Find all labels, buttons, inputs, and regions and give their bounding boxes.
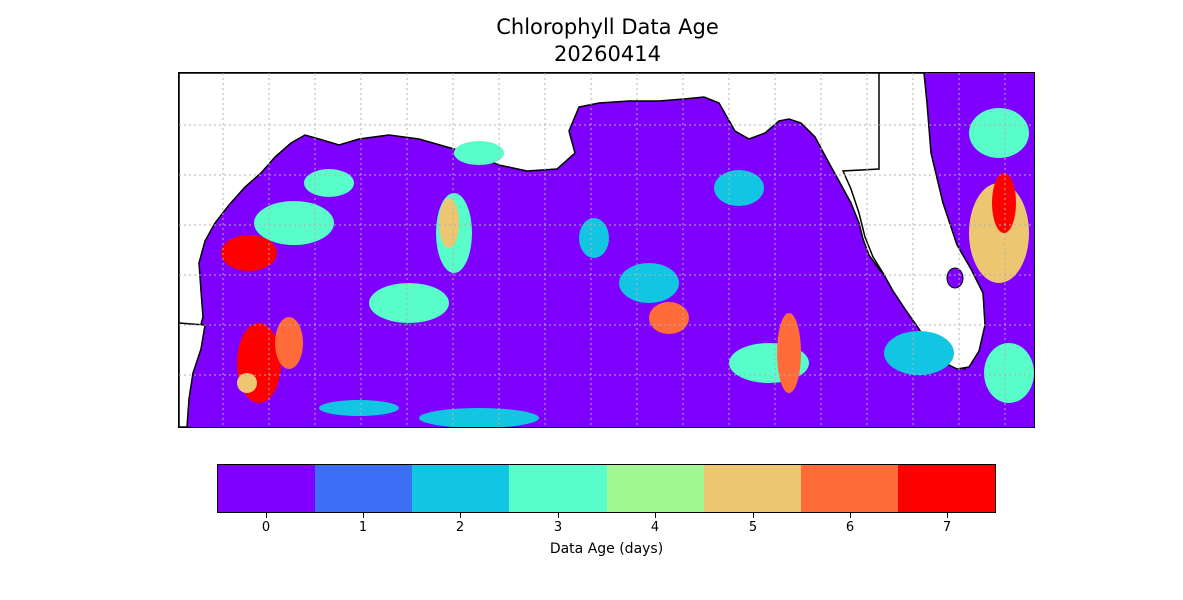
colorbar-tick-mark <box>460 513 461 518</box>
colorbar-tick-label: 6 <box>845 520 855 535</box>
colorbar <box>217 464 996 513</box>
colorbar-tick-label: 4 <box>650 520 660 535</box>
colorbar-segment-6 <box>800 465 898 512</box>
title-line-1: Chlorophyll Data Age <box>496 15 719 39</box>
title-line-2: 20260414 <box>554 42 661 66</box>
colorbar-tick-mark <box>655 513 656 518</box>
colorbar-tick-mark <box>753 513 754 518</box>
colorbar-segment-1 <box>315 465 413 512</box>
colorbar-label: Data Age (days) <box>549 541 664 557</box>
colorbar-tick-label: 0 <box>261 520 271 535</box>
map-svg <box>179 73 1034 427</box>
lake-okeechobee <box>946 267 964 289</box>
colorbar-tick-mark <box>947 513 948 518</box>
colorbar-tick-label: 3 <box>553 520 563 535</box>
colorbar-tick-mark <box>266 513 267 518</box>
colorbar-segment-4 <box>606 465 704 512</box>
colorbar-segment-2 <box>412 465 510 512</box>
colorbar-tick-mark <box>363 513 364 518</box>
data-patches <box>221 108 1034 427</box>
colorbar-tick-label: 5 <box>748 520 758 535</box>
gridlines <box>179 73 1034 427</box>
colorbar-segment-7 <box>897 465 995 512</box>
colorbar-tick-label: 7 <box>942 520 952 535</box>
land-mexico <box>179 322 206 427</box>
figure-title: Chlorophyll Data Age 20260414 <box>0 14 1183 68</box>
colorbar-segment-0 <box>218 465 316 512</box>
colorbar-tick-label: 2 <box>455 520 465 535</box>
colorbar-segment-5 <box>703 465 801 512</box>
colorbar-tick-mark <box>558 513 559 518</box>
map-panel <box>178 72 1035 428</box>
colorbar-tick-mark <box>850 513 851 518</box>
colorbar-tick-label: 1 <box>358 520 368 535</box>
colorbar-segment-3 <box>509 465 607 512</box>
